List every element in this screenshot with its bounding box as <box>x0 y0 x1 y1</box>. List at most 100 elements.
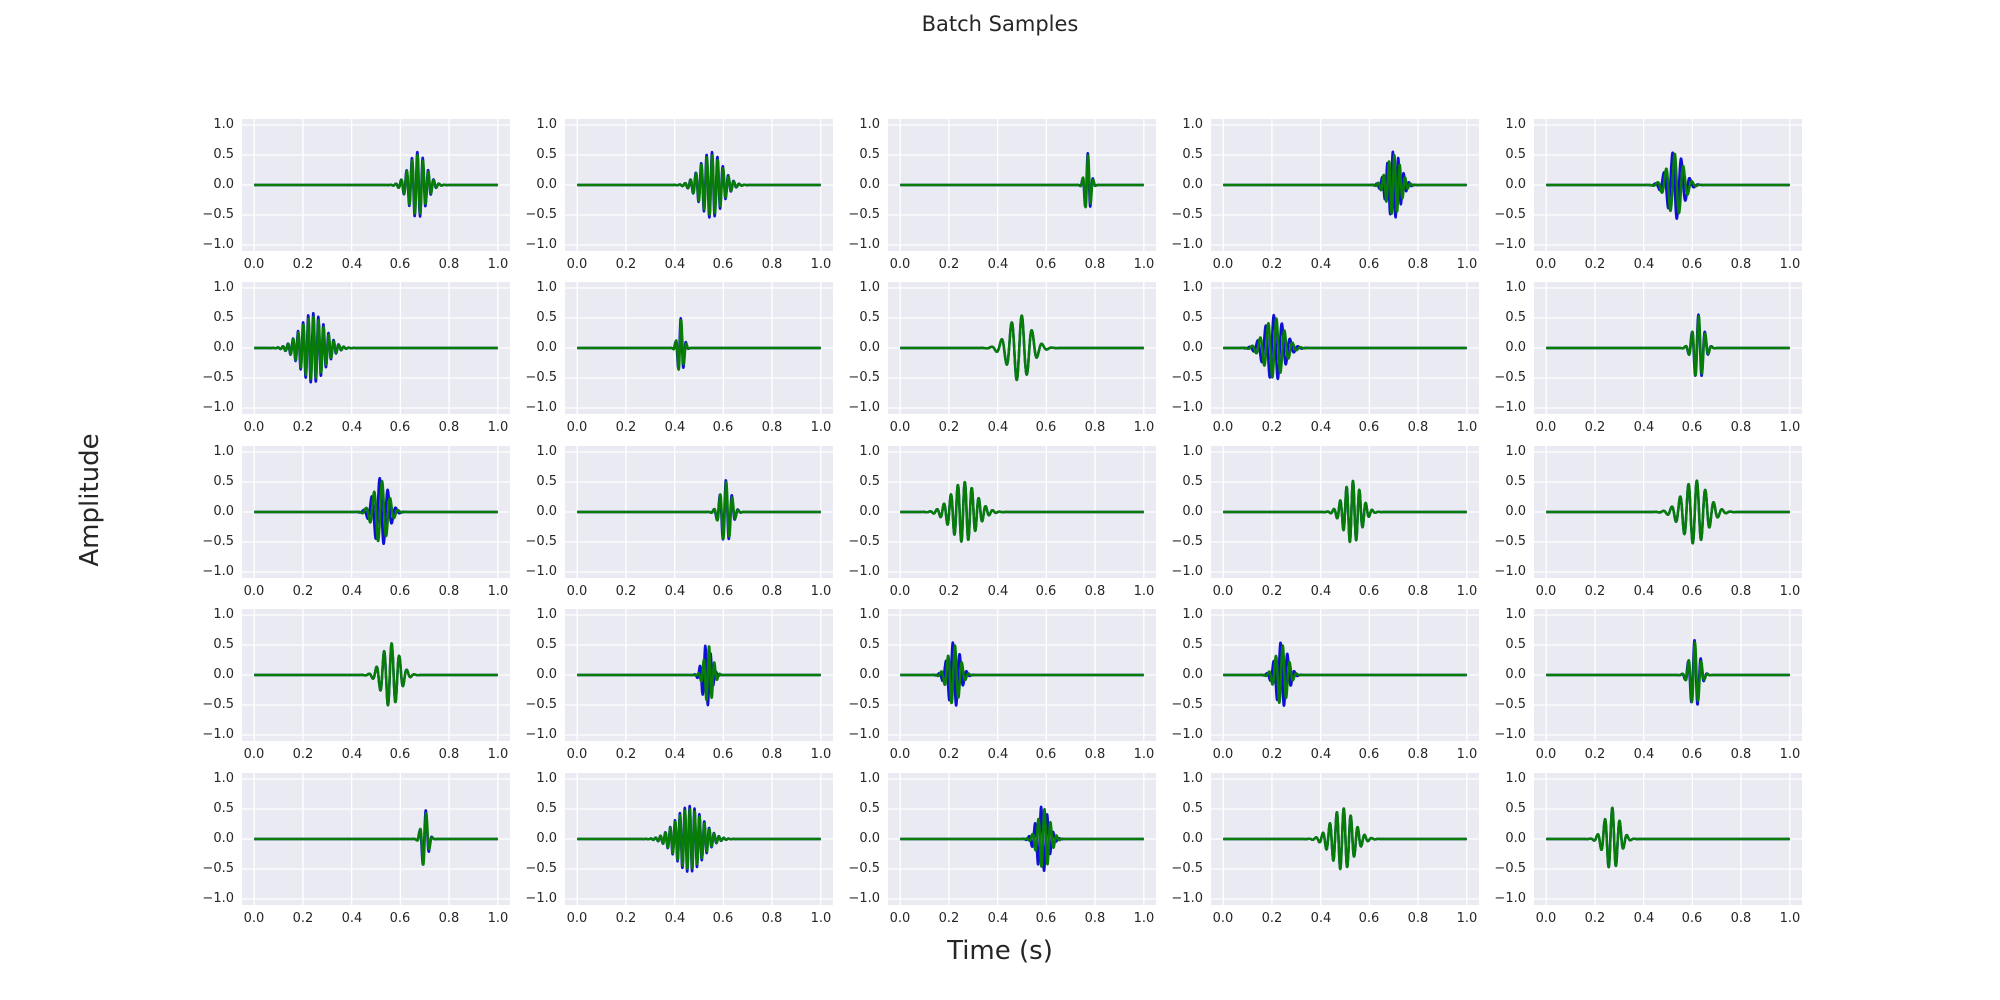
subplot-r5c1 <box>242 773 510 905</box>
y-tick-label: 1.0 <box>859 607 880 622</box>
waveform-green-line <box>253 153 499 215</box>
x-tick-label: 0.8 <box>1407 747 1429 762</box>
x-tick-label: 0.6 <box>389 911 411 926</box>
y-tick-label: 0.0 <box>213 504 234 519</box>
x-tick-label: 0.8 <box>438 420 460 435</box>
x-tick-label: 0.6 <box>1358 420 1380 435</box>
waveform-green-line <box>576 318 822 371</box>
y-tick-label: −0.5 <box>1171 697 1203 712</box>
x-tick-label: 0.4 <box>987 257 1009 272</box>
subplot-r5c3 <box>888 773 1156 905</box>
x-tick-label: 0.4 <box>341 584 363 599</box>
x-tick-label: 0.4 <box>987 911 1009 926</box>
y-tick-label: 1.0 <box>213 280 234 295</box>
subplot-r2c3 <box>888 282 1156 414</box>
y-tick-label: 1.0 <box>213 771 234 786</box>
y-tick-label: −0.5 <box>202 534 234 549</box>
x-tick-label: 1.0 <box>1133 584 1155 599</box>
x-tick-label: 0.4 <box>1310 257 1332 272</box>
x-tick-label: 0.0 <box>1212 420 1234 435</box>
waveform-green-line <box>1222 317 1468 379</box>
subplot-r3c1 <box>242 446 510 578</box>
y-tick-label: 0.5 <box>1505 637 1526 652</box>
y-tick-label: 0.5 <box>536 310 557 325</box>
x-tick-label: 0.6 <box>1358 584 1380 599</box>
y-tick-label: 1.0 <box>1505 280 1526 295</box>
x-tick-label: 0.0 <box>889 584 911 599</box>
x-tick-label: 0.4 <box>664 911 686 926</box>
x-tick-label: 0.0 <box>566 584 588 599</box>
x-tick-label: 0.8 <box>1730 911 1752 926</box>
y-tick-label: 0.0 <box>1505 177 1526 192</box>
y-tick-label: −1.0 <box>1171 400 1203 415</box>
x-tick-label: 1.0 <box>487 257 509 272</box>
y-tick-label: 0.5 <box>859 801 880 816</box>
y-tick-label: −0.5 <box>1171 861 1203 876</box>
x-tick-label: 0.4 <box>664 420 686 435</box>
x-tick-label: 0.8 <box>1084 747 1106 762</box>
x-tick-label: 0.0 <box>1535 257 1557 272</box>
x-tick-label: 0.0 <box>243 911 265 926</box>
waveform-green-line <box>899 314 1145 382</box>
x-tick-label: 0.8 <box>761 584 783 599</box>
x-tick-label: 0.4 <box>1310 584 1332 599</box>
x-tick-label: 0.6 <box>1681 911 1703 926</box>
x-tick-label: 0.8 <box>761 911 783 926</box>
y-tick-label: 0.5 <box>213 801 234 816</box>
y-tick-label: 0.0 <box>1182 667 1203 682</box>
y-tick-label: −0.5 <box>848 370 880 385</box>
x-tick-label: 0.4 <box>1633 747 1655 762</box>
x-tick-label: 0.0 <box>243 257 265 272</box>
waveform-green-line <box>899 154 1145 209</box>
y-tick-label: 0.5 <box>536 147 557 162</box>
x-tick-label: 1.0 <box>1133 420 1155 435</box>
y-tick-label: 1.0 <box>1505 771 1526 786</box>
x-tick-label: 0.8 <box>761 257 783 272</box>
x-tick-label: 0.2 <box>938 257 960 272</box>
y-tick-label: 1.0 <box>536 771 557 786</box>
y-tick-label: −0.5 <box>202 697 234 712</box>
x-tick-label: 0.0 <box>1212 747 1234 762</box>
x-tick-label: 0.0 <box>243 584 265 599</box>
x-tick-label: 0.6 <box>1035 747 1057 762</box>
x-tick-label: 0.6 <box>1681 257 1703 272</box>
y-tick-label: 1.0 <box>859 280 880 295</box>
y-tick-label: −1.0 <box>1171 727 1203 742</box>
x-tick-label: 0.4 <box>1310 747 1332 762</box>
x-tick-label: 1.0 <box>1133 257 1155 272</box>
waveform-green-line <box>899 807 1145 868</box>
x-tick-label: 0.6 <box>712 257 734 272</box>
x-tick-label: 0.6 <box>1681 420 1703 435</box>
x-tick-label: 0.6 <box>712 911 734 926</box>
y-tick-label: −0.5 <box>525 861 557 876</box>
y-tick-label: 0.0 <box>859 177 880 192</box>
y-tick-label: −0.5 <box>1171 534 1203 549</box>
y-tick-label: 0.5 <box>1182 801 1203 816</box>
x-tick-label: 0.4 <box>664 747 686 762</box>
waveform-green-line <box>1545 641 1791 704</box>
y-tick-label: 0.5 <box>1505 310 1526 325</box>
y-tick-label: 0.0 <box>859 340 880 355</box>
y-tick-label: 0.0 <box>1505 504 1526 519</box>
x-tick-label: 1.0 <box>810 747 832 762</box>
x-tick-label: 0.6 <box>1358 911 1380 926</box>
y-tick-label: −1.0 <box>202 564 234 579</box>
x-tick-label: 0.0 <box>1212 584 1234 599</box>
y-tick-label: 1.0 <box>536 607 557 622</box>
y-tick-label: −1.0 <box>848 891 880 906</box>
y-tick-label: 1.0 <box>859 444 880 459</box>
y-tick-label: 0.0 <box>536 504 557 519</box>
x-tick-label: 0.2 <box>1584 420 1606 435</box>
waveform-green-line <box>576 154 822 216</box>
y-tick-label: 0.5 <box>859 474 880 489</box>
x-tick-label: 0.0 <box>889 747 911 762</box>
y-tick-label: 0.5 <box>1182 474 1203 489</box>
y-tick-label: −0.5 <box>848 861 880 876</box>
subplot-r2c4 <box>1211 282 1479 414</box>
y-tick-label: 0.5 <box>859 147 880 162</box>
waveform-green-line <box>1545 479 1791 545</box>
x-tick-label: 0.4 <box>1633 420 1655 435</box>
y-tick-label: 0.0 <box>213 667 234 682</box>
subplot-r1c4 <box>1211 119 1479 251</box>
x-tick-label: 0.8 <box>1407 584 1429 599</box>
